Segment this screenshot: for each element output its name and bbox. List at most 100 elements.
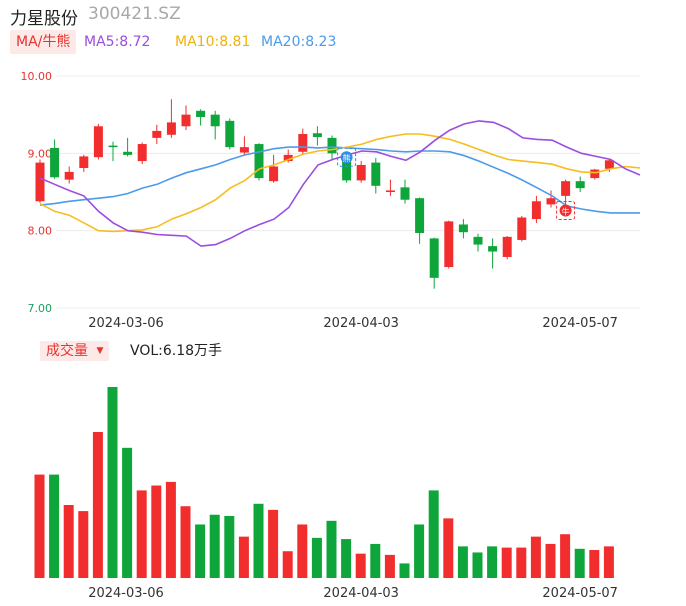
volume-bar — [151, 485, 162, 578]
price-tick-label: 9.00 — [28, 147, 53, 160]
candle-body — [604, 160, 614, 169]
price-tick-label: 8.00 — [28, 225, 53, 238]
caret-down-icon: ▼ — [96, 346, 104, 356]
volume-bar — [49, 474, 60, 578]
volume-bar — [238, 536, 249, 578]
volume-bar — [107, 387, 118, 578]
candle-body — [502, 236, 512, 257]
candle-body — [210, 114, 220, 127]
candle-body — [458, 224, 468, 233]
volume-bar — [311, 537, 322, 578]
candle-body — [590, 169, 600, 179]
volume-bar — [603, 546, 614, 578]
candle-body — [166, 122, 176, 135]
volume-bar — [560, 534, 571, 578]
volume-bar — [399, 563, 410, 578]
candle-body — [123, 151, 133, 155]
bear-marker-label: 熊 — [343, 153, 351, 163]
volume-bar — [428, 490, 439, 578]
volume-bar — [472, 552, 483, 578]
candle-body — [546, 198, 556, 205]
volume-value: VOL:6.18万手 — [130, 343, 223, 359]
volume-bar — [326, 520, 337, 578]
candle-body — [327, 137, 337, 154]
volume-bar — [92, 432, 103, 578]
candle-body — [342, 157, 352, 181]
candle-body — [254, 144, 264, 179]
volume-bar — [414, 524, 425, 578]
stock-name: 力星股份 — [10, 9, 78, 29]
candle-body — [79, 156, 89, 169]
candle-body — [283, 154, 293, 162]
candle-body — [531, 201, 541, 220]
candle-body — [152, 130, 162, 138]
candle-body — [473, 236, 483, 245]
volume-bar — [501, 547, 512, 578]
volume-bar — [589, 550, 600, 578]
ma20-label: MA20:8.23 — [261, 34, 337, 50]
volume-bar — [487, 546, 498, 578]
volume-bar — [297, 524, 308, 578]
volume-bar — [34, 474, 45, 578]
candle-body — [196, 110, 206, 117]
candle-body — [575, 181, 585, 189]
candle-body — [312, 133, 322, 138]
volume-bar — [530, 536, 541, 578]
volume-bar — [78, 511, 89, 578]
candle-body — [239, 147, 249, 153]
volume-toggle-label: 成交量 — [46, 343, 88, 359]
candle-body — [415, 198, 425, 233]
candle-body — [356, 164, 366, 181]
volume-bar — [165, 481, 176, 578]
candle-body — [50, 147, 60, 178]
price-tick-label: 7.00 — [28, 302, 53, 315]
candle-body — [371, 162, 381, 186]
date-tick-label: 2024-04-03 — [323, 316, 399, 331]
bull-marker-label: 牛 — [562, 206, 570, 216]
candle-body — [64, 171, 74, 180]
date-tick-label: 2024-03-06 — [88, 316, 164, 331]
candle-body — [181, 114, 191, 127]
volume-bar — [370, 543, 381, 578]
candle-body — [93, 126, 103, 158]
candle-body — [108, 145, 118, 148]
ma10-label: MA10:8.81 — [175, 34, 251, 50]
candle-body — [400, 187, 410, 200]
stock-code: 300421.SZ — [88, 4, 181, 24]
volume-bar — [516, 547, 527, 578]
candle-body — [444, 221, 454, 268]
date-tick-label: 2024-05-07 — [542, 586, 618, 601]
volume-bar — [282, 551, 293, 578]
candle-body — [429, 238, 439, 278]
volume-bar — [180, 506, 191, 578]
bear-marker-frame — [337, 147, 357, 167]
ma-toggle-button[interactable]: MA/牛熊 — [10, 30, 77, 54]
volume-bar — [545, 543, 556, 578]
ma5-label: MA5:8.72 — [84, 34, 151, 50]
candle-body — [137, 144, 147, 162]
volume-toggle-button[interactable]: 成交量 ▼ — [40, 341, 110, 361]
bull-marker — [559, 204, 572, 217]
candle-body — [269, 166, 279, 182]
price-tick-label: 10.00 — [21, 70, 53, 83]
volume-bar — [63, 505, 74, 578]
volume-bar — [122, 447, 133, 578]
volume-bar — [268, 509, 279, 578]
volume-bar — [384, 554, 395, 578]
candle-body — [298, 134, 308, 152]
candle-body — [225, 120, 235, 148]
candle-body — [385, 190, 395, 192]
date-tick-label: 2024-03-06 — [88, 586, 164, 601]
volume-bar — [136, 490, 147, 578]
bull-marker-frame — [556, 200, 576, 220]
date-tick-label: 2024-04-03 — [323, 586, 399, 601]
volume-bar — [457, 546, 468, 578]
candle-body — [517, 217, 527, 240]
volume-bar — [574, 548, 585, 578]
candle-body — [561, 181, 571, 196]
date-tick-label: 2024-05-07 — [542, 316, 618, 331]
volume-bar — [253, 503, 264, 578]
ma5-line — [39, 120, 641, 247]
candle-body — [35, 162, 45, 202]
